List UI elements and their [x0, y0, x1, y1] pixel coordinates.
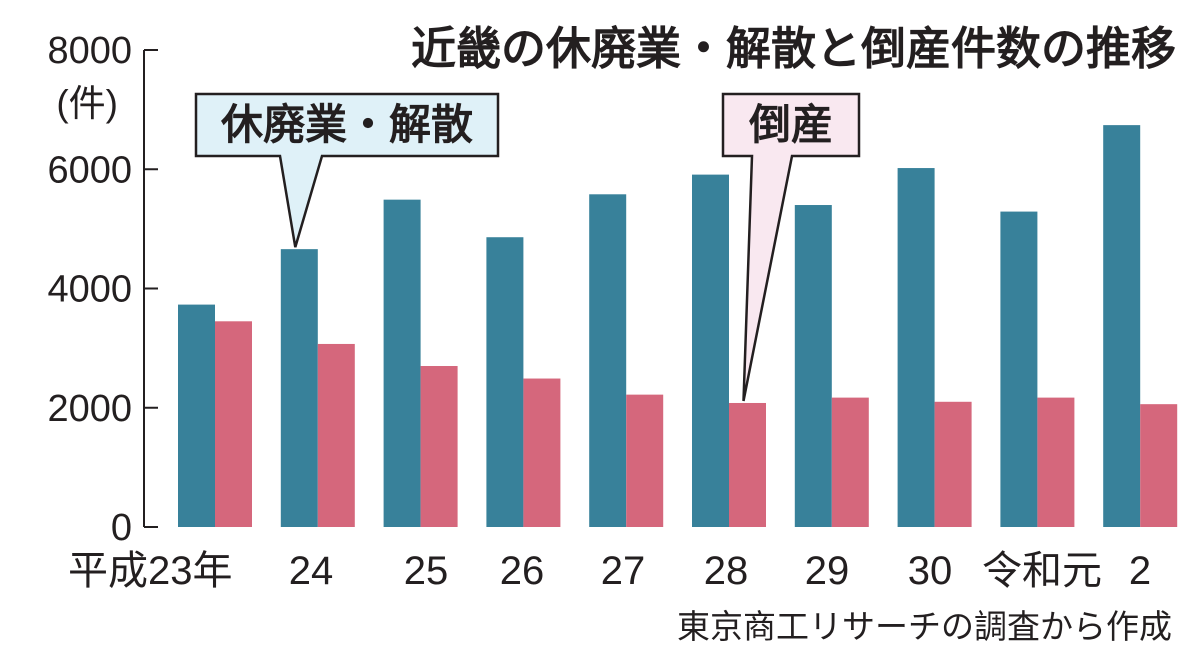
- chart-title: 近畿の休廃業・解散と倒産件数の推移: [411, 22, 1176, 75]
- x-tick-label: 24: [289, 549, 334, 593]
- bar-closures: [280, 249, 318, 527]
- x-tick-label: 平成23年: [68, 549, 233, 593]
- bar-closures: [1103, 125, 1141, 527]
- x-tick-label: 令和元: [982, 549, 1102, 593]
- x-axis-labels: 平成23年 24 25 26 27 28 29 30 令和元 2: [68, 549, 1151, 593]
- x-tick-label: 26: [500, 549, 545, 593]
- bar-bankruptcies: [215, 321, 252, 527]
- bar-bankruptcies: [420, 366, 458, 527]
- bar-closures: [589, 194, 627, 528]
- x-tick-label: 28: [704, 549, 749, 593]
- bar-bankruptcies: [1140, 404, 1178, 527]
- y-tick-label: 2000: [47, 388, 132, 430]
- y-tick-label: 6000: [47, 149, 132, 191]
- bar-bankruptcies: [1037, 397, 1075, 527]
- x-tick-label: 25: [404, 549, 449, 593]
- bar-closures: [486, 237, 524, 527]
- y-tick-label: 8000: [47, 30, 132, 72]
- bar-closures: [383, 199, 421, 527]
- callout-closures-label: 休廃業・解散: [220, 100, 473, 149]
- callout-bankruptcies-label: 倒産: [748, 100, 833, 149]
- bar-bankruptcies: [934, 401, 972, 527]
- bar-bankruptcies: [523, 378, 561, 527]
- bar-closures: [897, 168, 935, 527]
- bar-closures: [794, 205, 832, 527]
- y-tick-label: 0: [111, 507, 132, 549]
- series-callouts: 休廃業・解散 倒産: [194, 92, 861, 402]
- x-tick-label: 27: [601, 549, 646, 593]
- bar-closures: [692, 174, 729, 527]
- bar-bankruptcies: [831, 397, 869, 527]
- bar-closures: [1000, 211, 1038, 528]
- bars-group: [178, 125, 1178, 528]
- y-axis: 0 2000 4000 6000 8000: [47, 30, 158, 549]
- bar-bankruptcies: [317, 343, 355, 527]
- bar-closures: [178, 304, 215, 527]
- x-tick-label: 30: [908, 549, 953, 593]
- callout-closures-box: [194, 92, 500, 248]
- bar-bankruptcies: [626, 394, 664, 527]
- x-tick-label: 2: [1129, 549, 1151, 593]
- bar-bankruptcies: [729, 402, 766, 527]
- y-axis-unit-label: (件): [56, 83, 118, 124]
- callout-bankruptcies-box: [721, 92, 861, 402]
- x-tick-label: 29: [805, 549, 850, 593]
- y-tick-label: 4000: [47, 269, 132, 311]
- source-note: 東京商工リサーチの調査から作成: [677, 607, 1172, 646]
